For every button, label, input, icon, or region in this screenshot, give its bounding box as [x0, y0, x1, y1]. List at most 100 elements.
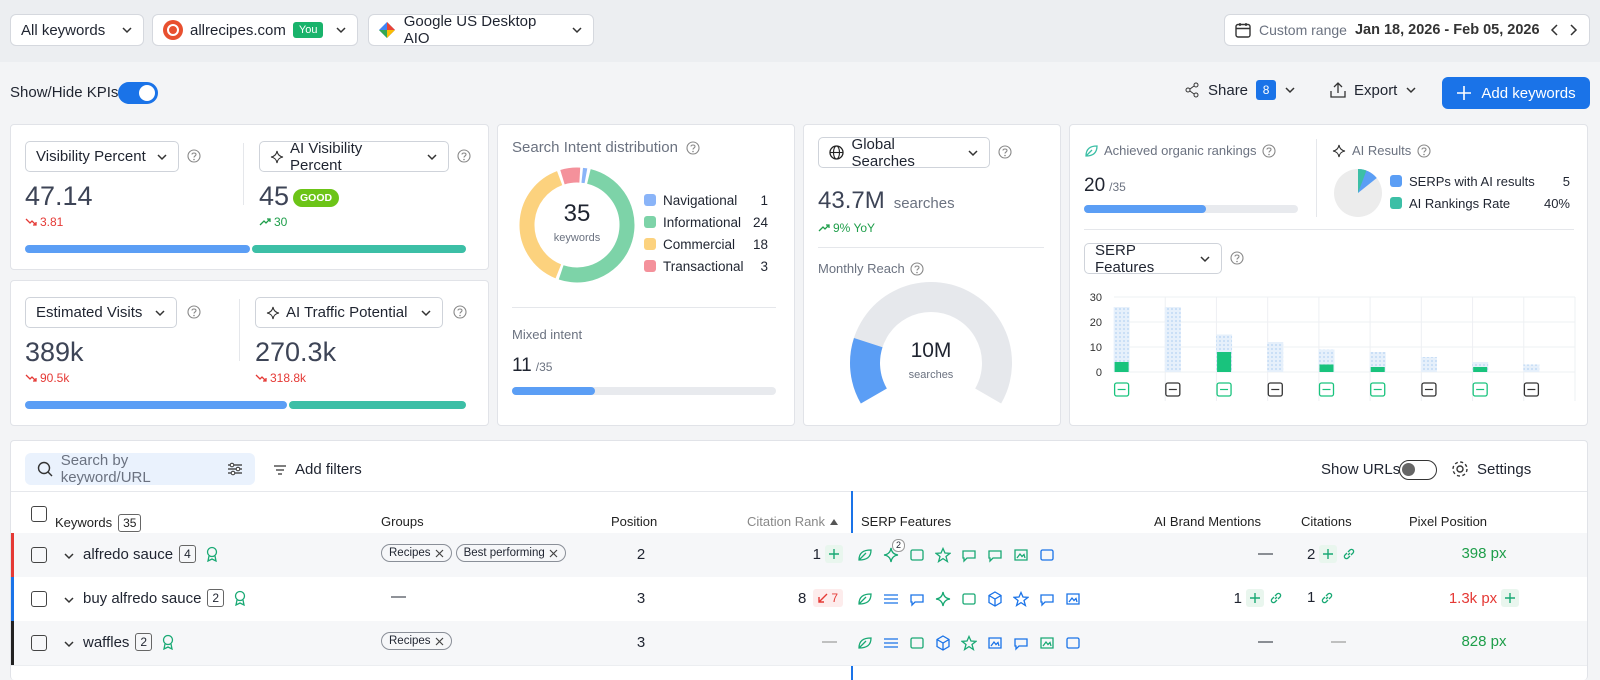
row-checkbox[interactable]	[31, 635, 47, 651]
table-row: buy alfredo sauce 2—3 8 7 1 1 1.3k px	[11, 577, 1587, 622]
reach-unit: searches	[909, 369, 954, 381]
engine-group: Google US Desktop AIO	[379, 13, 563, 47]
kpi-select[interactable]: Estimated Visits	[25, 297, 177, 328]
expand-toggle[interactable]	[63, 549, 75, 567]
icon-shape	[122, 27, 132, 34]
chevron-icon	[157, 153, 167, 160]
serp-select[interactable]: SERP Features	[1084, 242, 1222, 276]
serp-icon-shape	[1040, 637, 1054, 649]
serp-features-cell	[857, 591, 1081, 607]
keywords-select[interactable]: All keywords	[10, 14, 144, 46]
organic-of: /35	[1109, 180, 1126, 194]
help-icon	[1262, 143, 1277, 158]
serp-icon-wrap	[1013, 591, 1029, 607]
range-value: Jan 18, 2026 - Feb 05, 2026	[1354, 22, 1540, 38]
date-range[interactable]: Custom range Jan 18, 2026 - Feb 05, 2026	[1224, 14, 1590, 46]
kpi-toggle[interactable]	[118, 82, 158, 104]
expand-toggle[interactable]	[63, 637, 75, 655]
help-icon	[187, 149, 201, 163]
toggle-knob	[139, 85, 155, 101]
legend-name: Transactional	[663, 258, 744, 274]
leaf-icon	[1085, 144, 1098, 157]
mixed-of: /35	[535, 360, 553, 374]
help-icon-wrap	[1230, 251, 1244, 265]
icon-shape	[157, 153, 167, 160]
expand-toggle[interactable]	[63, 593, 75, 611]
feature-icon	[1113, 382, 1130, 397]
legend-row: Navigational 1	[644, 191, 768, 209]
kpi-change-row: 30	[259, 215, 287, 229]
gauge-fill	[850, 337, 888, 404]
icon-shape	[998, 145, 1012, 159]
icon-shape	[968, 149, 978, 156]
icon-shape	[64, 597, 74, 604]
chev-icon-wrap	[154, 307, 166, 319]
add-button-plus	[1505, 593, 1516, 603]
serp-icon	[910, 594, 924, 607]
chevron-icon	[572, 27, 582, 34]
kpi-card: Estimated Visits 389k 90.5k AI Traffic P…	[10, 280, 489, 426]
row-checkbox[interactable]	[31, 547, 47, 563]
kpi-card: Visibility Percent 47.14 3.81 AI Visibil…	[10, 124, 489, 270]
kpi-select[interactable]: AI Visibility Percent	[259, 140, 449, 174]
feature-icon	[1267, 382, 1283, 397]
bar	[1113, 307, 1130, 372]
serp-icon	[1040, 549, 1054, 561]
legend-name: Navigational	[663, 192, 738, 208]
trend-up-icon	[818, 224, 830, 232]
domain-select[interactable]: allrecipes.com You	[152, 14, 358, 46]
icon-shape	[686, 140, 700, 155]
search-box[interactable]: Search by keyword/URL	[25, 452, 255, 486]
global-unit: searches	[893, 195, 955, 212]
bar	[1420, 357, 1437, 372]
serp-icon-wrap	[935, 635, 951, 651]
chevron-icon	[155, 309, 165, 316]
add-button[interactable]	[1246, 589, 1264, 607]
legend-value: 40%	[1543, 195, 1570, 211]
legend-name: Commercial	[663, 236, 736, 252]
add-keywords-button[interactable]: Add keywords	[1442, 77, 1590, 109]
organic-card: Achieved organic rankings 20/35 AI Resul…	[1069, 124, 1588, 426]
show-urls-toggle[interactable]	[1399, 460, 1437, 480]
serp-icon-wrap	[1013, 547, 1029, 563]
kpi-select[interactable]: AI Traffic Potential	[255, 297, 443, 328]
icon-shape	[1332, 144, 1346, 157]
serp-icon-shape	[961, 635, 977, 651]
citation-rank-cell: 1	[813, 545, 843, 563]
kpi-value: 45	[259, 181, 290, 211]
row-color-stripe	[11, 621, 14, 665]
icon-shape	[231, 470, 236, 476]
serp-icon	[1014, 638, 1028, 651]
range-arrows	[1550, 24, 1578, 36]
add-button[interactable]	[825, 545, 843, 563]
add-filters[interactable]: Add filters	[273, 461, 362, 478]
row-color-stripe	[11, 577, 14, 621]
legend-swatch	[644, 194, 656, 206]
settings-button[interactable]: Settings	[1451, 460, 1531, 478]
divider	[1316, 139, 1317, 217]
icon-shape	[1457, 86, 1472, 100]
serp-icon-wrap	[935, 591, 951, 607]
serp-icon-wrap	[857, 547, 873, 563]
serp-icon-shape	[910, 594, 924, 607]
row-checkbox[interactable]	[31, 591, 47, 607]
serp-icon-shape	[1040, 549, 1054, 561]
add-button[interactable]	[1319, 545, 1338, 563]
serp-icon	[1040, 594, 1054, 607]
export-button[interactable]: Export	[1330, 80, 1417, 100]
award-shape	[206, 555, 217, 562]
keyword-count: 2	[207, 589, 225, 607]
icon-shape	[457, 149, 471, 163]
share-button[interactable]: Share 8	[1184, 80, 1296, 100]
global-select[interactable]: Global Searches	[818, 136, 990, 170]
help-icon	[457, 149, 471, 163]
kpi-select[interactable]: Visibility Percent	[25, 141, 179, 172]
bar	[1217, 352, 1232, 372]
engine-select[interactable]: Google US Desktop AIO	[368, 13, 594, 47]
icon-shape	[910, 261, 924, 276]
bar	[1319, 364, 1334, 372]
select-all[interactable]	[31, 506, 47, 522]
icon-shape	[379, 30, 387, 38]
spark-icon-wrap	[270, 150, 284, 164]
add-button[interactable]	[1501, 589, 1520, 607]
